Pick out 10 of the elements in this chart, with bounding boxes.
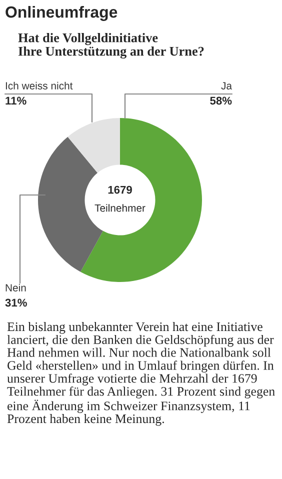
data-label: 11% [6,96,26,105]
data-label: 58% [210,96,232,105]
slice-label: Ich weiss nicht [6,82,73,90]
data-label: 31% [5,298,27,307]
slice-label: Ja [221,82,232,90]
text: 1679 Teilnehmer [94,186,146,212]
chart-subtitle: Hat die Vollgeldinitiative Ihre Unterstützung an der Urne? [18,33,204,59]
slice-label: Nein [6,284,26,292]
chart-title: Onlineumfrage [6,6,118,21]
text: Ein bislang unbekannter Verein hat eine Initiative lanciert, die den Banken die Geldschöpfung aus der Hand nehmen will. Nur noch die Nationalbank soll Geld «herstellen» und in Umlauf bringen dürfen. In unserer Umfrage votierte die Mehrzahl der 1679 Teilnehmer für das Anliegen. 31 Prozent sind gegen eine Änderung im Schweizer Finanzsystem, 11 Prozent haben keine Meinung. [7,322,275,426]
